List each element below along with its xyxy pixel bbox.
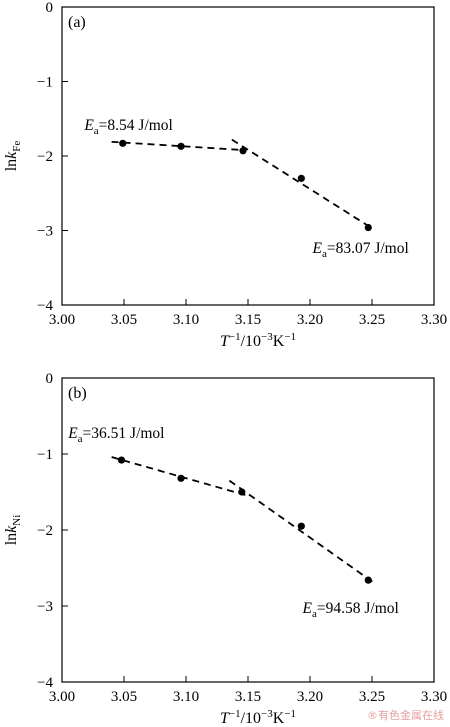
x-tick-label: 3.15: [235, 689, 261, 705]
activation-energy-label: Ea=94.58 J/mol: [302, 600, 399, 620]
x-tick-label: 3.30: [421, 312, 447, 328]
y-tick-label: −2: [37, 149, 53, 165]
x-tick-label: 3.10: [173, 689, 199, 705]
fit-line: [231, 138, 374, 230]
x-tick-label: 3.30: [421, 689, 447, 705]
panel-b: 3.00 3.05 3.10 3.15 3.20 3.25 3.30 0 −1 −2 −3 −4 (b)…: [3, 371, 447, 727]
data-point: [177, 474, 185, 482]
x-tick-label: 3.00: [49, 689, 75, 705]
y-tick-label: −3: [37, 224, 53, 240]
x-tick-label: 3.05: [111, 312, 137, 328]
plot-frame: [61, 377, 435, 683]
fit-line: [228, 479, 375, 584]
y-axis-label: lnkFe: [3, 141, 23, 172]
x-axis-label: T−1/10−3K−1: [220, 331, 296, 350]
activation-energy-label: Ea=36.51 J/mol: [67, 425, 164, 445]
x-tick-label: 3.00: [49, 312, 75, 328]
y-tick-label: 0: [46, 371, 54, 387]
data-point: [297, 522, 305, 530]
y-tick-label: −1: [37, 75, 53, 91]
y-tick-label: −4: [37, 298, 53, 314]
activation-energy-label: Ea=83.07 J/mol: [311, 240, 408, 260]
watermark: ®有色金属在线: [367, 709, 444, 722]
panel-label: (b): [68, 385, 87, 402]
y-tick-label: −2: [37, 523, 53, 539]
x-tick-label: 3.25: [359, 689, 385, 705]
x-tick-label: 3.05: [111, 689, 137, 705]
activation-energy-label: Ea=8.54 J/mol: [83, 117, 173, 137]
y-tick-label: −3: [37, 599, 53, 615]
y-tick-label: −1: [37, 447, 53, 463]
x-tick-label: 3.25: [359, 312, 385, 328]
data-point: [238, 488, 246, 496]
x-tick-label: 3.20: [297, 312, 323, 328]
y-tick-label: −4: [37, 675, 53, 691]
data-point: [117, 456, 126, 464]
plot-frame: [61, 6, 435, 306]
data-point: [239, 147, 247, 155]
x-tick-label: 3.20: [297, 689, 323, 705]
y-tick-label: 0: [46, 0, 54, 16]
data-point: [364, 576, 372, 584]
data-point: [364, 223, 372, 232]
x-axis-label: T−1/10−3K−1: [220, 708, 296, 727]
x-tick-label: 3.15: [235, 312, 261, 328]
y-axis-label: lnkNi: [3, 515, 23, 546]
x-tick-label: 3.10: [173, 312, 199, 328]
panel-label: (a): [68, 14, 86, 31]
panel-a: 3.00 3.05 3.10 3.15 3.20 3.25 3.30 0 −1 −2 −3 −4 (a)…: [3, 0, 447, 350]
fit-line: [111, 140, 244, 151]
data-point: [119, 139, 127, 147]
data-point: [177, 142, 185, 150]
data-point: [297, 174, 305, 182]
